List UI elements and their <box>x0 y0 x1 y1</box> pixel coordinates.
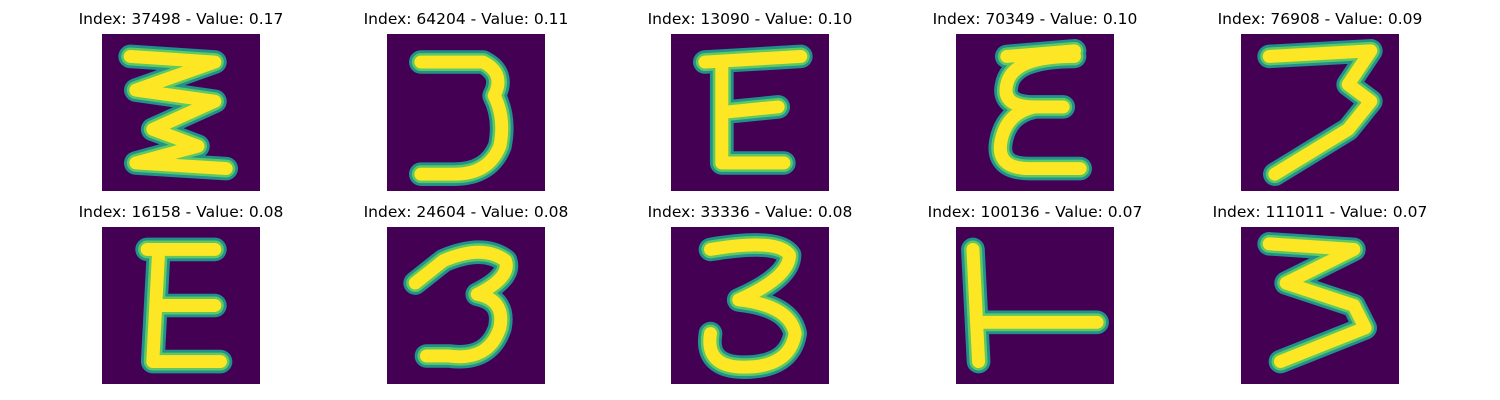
digit-image <box>387 227 545 384</box>
digit-image <box>956 34 1114 191</box>
panel-title: Index: 16158 - Value: 0.08 <box>78 203 284 221</box>
panel-title: Index: 111011 - Value: 0.07 <box>1212 203 1428 221</box>
thumbnail-panel: Index: 70349 - Value: 0.10 <box>893 9 1177 191</box>
digit-glyph <box>961 237 1109 374</box>
glyph-stroke <box>1262 237 1372 369</box>
thumbnail-panel: Index: 16158 - Value: 0.08 <box>39 202 323 384</box>
thumbnail-panel: Index: 64204 - Value: 0.11 <box>324 9 608 191</box>
digit-glyph <box>409 50 514 186</box>
glyph-stroke <box>703 238 802 374</box>
panel-title: Index: 33336 - Value: 0.08 <box>647 203 853 221</box>
thumbnail-panel: Index: 111011 - Value: 0.07 <box>1178 202 1462 384</box>
thumbnail-panel: Index: 100136 - Value: 0.07 <box>893 202 1177 384</box>
panel-title: Index: 64204 - Value: 0.11 <box>363 10 569 28</box>
glyph-stroke <box>1262 44 1378 181</box>
digit-glyph <box>403 240 519 369</box>
thumbnail-panel: Index: 37498 - Value: 0.17 <box>39 9 323 191</box>
glyph-stroke <box>966 242 1104 369</box>
glyph-stroke <box>993 44 1087 176</box>
digit-glyph <box>1257 39 1383 186</box>
glyph-stroke <box>123 49 233 176</box>
glyph-stroke <box>408 245 513 364</box>
panel-title: Index: 76908 - Value: 0.09 <box>1217 10 1423 28</box>
digit-glyph <box>135 237 233 374</box>
digit-image <box>102 34 260 191</box>
panel-title: Index: 37498 - Value: 0.17 <box>78 10 284 28</box>
glyph-stroke <box>414 55 509 181</box>
digit-glyph <box>697 233 807 379</box>
digit-image <box>102 227 260 384</box>
glyph-stroke <box>698 49 808 170</box>
panel-title: Index: 13090 - Value: 0.10 <box>647 10 853 28</box>
thumbnail-panel: Index: 33336 - Value: 0.08 <box>608 202 892 384</box>
digit-image <box>387 34 545 191</box>
digit-image <box>1241 227 1399 384</box>
panel-title: Index: 24604 - Value: 0.08 <box>363 203 569 221</box>
thumbnail-panel: Index: 24604 - Value: 0.08 <box>324 202 608 384</box>
digit-glyph <box>988 39 1092 181</box>
glyph-stroke <box>963 240 1107 371</box>
digit-image <box>671 227 829 384</box>
digit-image <box>1241 34 1399 191</box>
panel-title: Index: 100136 - Value: 0.07 <box>927 203 1143 221</box>
glyph-stroke <box>140 242 227 369</box>
digit-glyph <box>693 44 813 175</box>
panel-title: Index: 70349 - Value: 0.10 <box>932 10 1138 28</box>
digit-glyph <box>118 44 238 181</box>
thumbnail-panel: Index: 13090 - Value: 0.10 <box>608 9 892 191</box>
digit-image <box>671 34 829 191</box>
digit-image <box>956 227 1114 384</box>
digit-glyph <box>1257 232 1377 374</box>
thumbnail-panel: Index: 76908 - Value: 0.09 <box>1178 9 1462 191</box>
glyph-stroke <box>961 237 1109 374</box>
